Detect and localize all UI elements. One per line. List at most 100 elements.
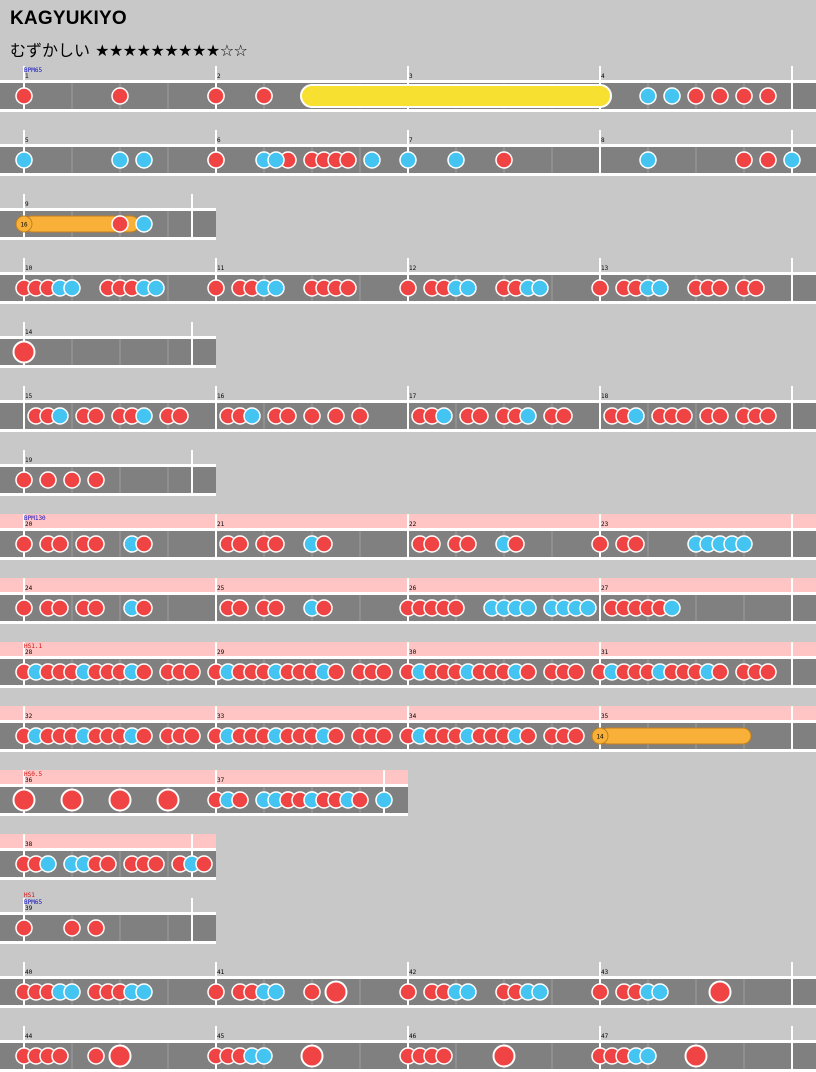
big-don-note	[156, 788, 180, 812]
don-note	[87, 599, 105, 617]
big-don-note	[60, 788, 84, 812]
ka-note	[135, 983, 153, 1001]
chart-row: 38	[0, 834, 216, 880]
don-note	[711, 87, 729, 105]
bar-number: 16	[217, 393, 225, 400]
tempo-label: HS1	[24, 892, 35, 899]
ka-note	[639, 151, 657, 169]
ka-note	[531, 279, 549, 297]
don-note	[183, 663, 201, 681]
bar-number: 46	[409, 1033, 417, 1040]
don-note	[627, 535, 645, 553]
don-note	[711, 663, 729, 681]
chart-row: 44 45 46 47	[0, 1026, 816, 1072]
don-note	[747, 279, 765, 297]
don-note	[15, 535, 33, 553]
bar-number: 40	[25, 969, 33, 976]
bar-number: 45	[217, 1033, 225, 1040]
don-note	[171, 407, 189, 425]
chart-row: 40 41 42 43	[0, 962, 816, 1008]
ka-note	[267, 151, 285, 169]
bar-number: 29	[217, 649, 225, 656]
bar-number: 12	[409, 265, 417, 272]
bar-number: 30	[409, 649, 417, 656]
don-note	[591, 279, 609, 297]
ka-note	[39, 855, 57, 873]
don-note	[711, 279, 729, 297]
don-note	[735, 87, 753, 105]
balloon-hit-count: 16	[20, 222, 28, 229]
don-note	[231, 535, 249, 553]
drumroll-bar	[300, 84, 612, 108]
chart-row: 5 6 7 8	[0, 130, 816, 176]
bar-number: 5	[25, 137, 29, 144]
bar-number: 2	[217, 73, 221, 80]
balloon-roll-bar	[599, 727, 752, 745]
chart-row: 24 25 26 27	[0, 578, 816, 624]
tempo-label: HS1.1	[24, 643, 42, 650]
don-note	[519, 663, 537, 681]
ka-note	[63, 279, 81, 297]
big-don-note	[684, 1044, 708, 1068]
note-lane	[0, 915, 216, 941]
don-note	[99, 855, 117, 873]
don-note	[567, 727, 585, 745]
bar-number: 31	[601, 649, 609, 656]
bar-number: 13	[601, 265, 609, 272]
don-note	[591, 983, 609, 1001]
ka-note	[639, 1047, 657, 1065]
bar-number: 9	[25, 201, 29, 208]
don-note	[51, 1047, 69, 1065]
don-note	[759, 407, 777, 425]
bar-number: 39	[25, 905, 33, 912]
ka-note	[519, 407, 537, 425]
ka-note	[63, 983, 81, 1001]
bar-number: 35	[601, 713, 609, 720]
don-note	[711, 407, 729, 425]
don-note	[399, 983, 417, 1001]
don-note	[471, 407, 489, 425]
ka-note	[255, 1047, 273, 1065]
bar-number: 37	[217, 777, 225, 784]
don-note	[183, 727, 201, 745]
bar-number: 6	[217, 137, 221, 144]
don-note	[687, 87, 705, 105]
don-note	[519, 727, 537, 745]
don-note	[87, 919, 105, 937]
don-note	[675, 407, 693, 425]
difficulty-stars-empty: ☆☆	[219, 41, 248, 60]
don-note	[759, 663, 777, 681]
don-note	[735, 151, 753, 169]
don-note	[435, 1047, 453, 1065]
don-note	[375, 663, 393, 681]
speed-section-band	[0, 770, 408, 788]
don-note	[255, 87, 273, 105]
don-note	[327, 407, 345, 425]
chart-row: HS0.536 37	[0, 770, 408, 816]
don-note	[759, 151, 777, 169]
tempo-label: HS0.5	[24, 771, 42, 778]
don-note	[327, 727, 345, 745]
bar-number: 44	[25, 1033, 33, 1040]
don-note	[51, 599, 69, 617]
bar-number: 10	[25, 265, 33, 272]
bar-number: 4	[601, 73, 605, 80]
bar-number: 25	[217, 585, 225, 592]
bar-number: 11	[217, 265, 225, 272]
don-note	[339, 279, 357, 297]
don-note	[267, 535, 285, 553]
note-lane	[0, 339, 216, 365]
don-note	[135, 663, 153, 681]
chart-row: 19	[0, 450, 216, 496]
bar-number: 24	[25, 585, 33, 592]
bar-number: 8	[601, 137, 605, 144]
chart-row: 15 16 17 18	[0, 386, 816, 432]
bar-number: 32	[25, 713, 33, 720]
ka-note	[663, 87, 681, 105]
balloon-note	[591, 727, 609, 745]
don-note	[351, 407, 369, 425]
balloon-note	[15, 215, 33, 233]
bar-number: 34	[409, 713, 417, 720]
ka-note	[447, 151, 465, 169]
